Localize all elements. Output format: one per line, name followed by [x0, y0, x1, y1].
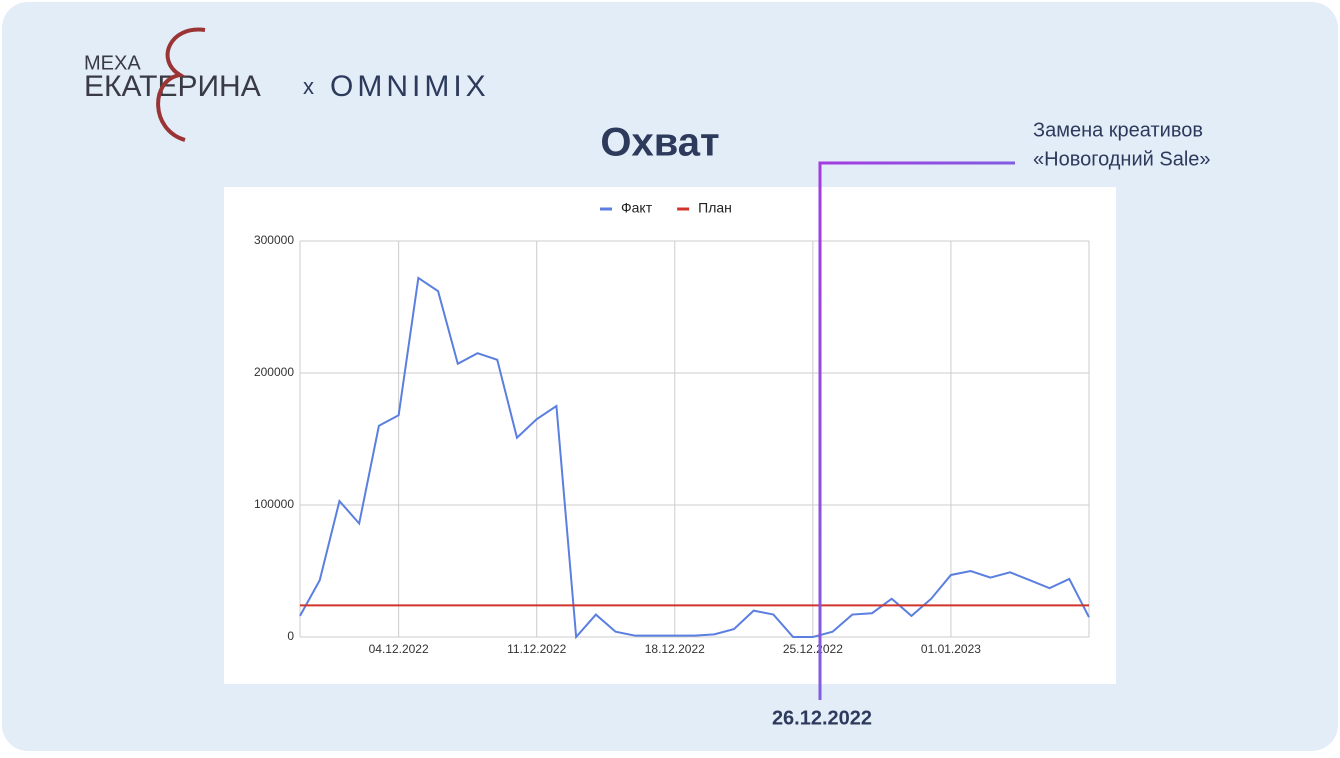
annotation-date: 26.12.2022 [772, 707, 872, 729]
logo-joiner: x [303, 74, 314, 99]
y-tick-label: 200000 [254, 365, 294, 379]
x-tick-label: 04.12.2022 [369, 642, 429, 656]
line-series [299, 276, 1090, 640]
x-tick-label: 11.12.2022 [507, 642, 566, 656]
y-tick-label: 100000 [254, 497, 294, 511]
x-tick-label: 01.01.2023 [921, 642, 981, 656]
logo-partner: OMNIMIX [330, 70, 490, 103]
logo: МЕХА ЕКАТЕРИНА x OMNIMIX [84, 27, 490, 142]
x-tick-label: 25.12.2022 [783, 642, 843, 656]
x-tick-label: 18.12.2022 [645, 642, 705, 656]
legend-label: Факт [621, 200, 653, 216]
annotation-text: Замена креативов [1033, 119, 1203, 141]
chart-title: Охват [600, 121, 719, 165]
logo-flourish [156, 27, 206, 142]
logo-bottom: ЕКАТЕРИНА [84, 70, 261, 103]
annotation-line [818, 161, 1015, 700]
annotation-text: «Новогодний Sale» [1033, 148, 1211, 170]
y-tick-label: 0 [287, 629, 294, 643]
chart-area [224, 187, 1116, 684]
legend-label: План [698, 200, 732, 216]
logo-top: МЕХА [84, 52, 141, 74]
y-tick-label: 300000 [254, 233, 294, 247]
